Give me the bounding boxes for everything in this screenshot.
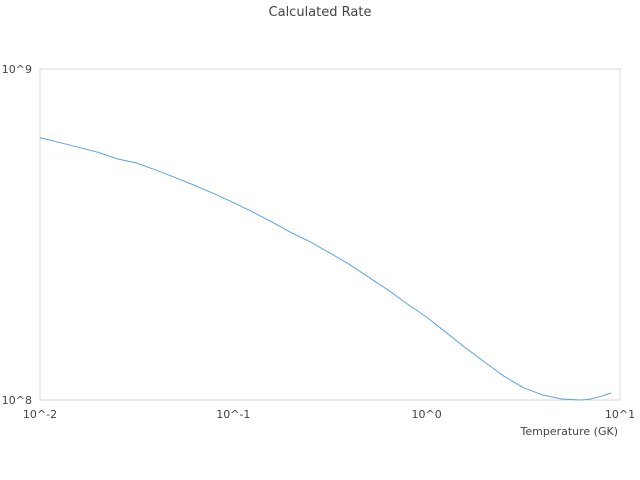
- x-tick-label: 10^-2: [23, 408, 57, 421]
- x-tick-label: 10^0: [412, 408, 442, 421]
- y-tick-label: 10^9: [2, 63, 32, 76]
- x-tick-label: 10^1: [605, 408, 635, 421]
- x-axis-ticks: 10^-2 10^-1 10^0 10^1: [23, 408, 635, 421]
- y-tick-label: 10^8: [2, 394, 32, 407]
- chart-title: Calculated Rate: [269, 5, 372, 20]
- y-axis-ticks: 10^8 10^9: [2, 63, 32, 407]
- series-line: [39, 137, 612, 401]
- x-axis-title: Temperature (GK): [520, 425, 619, 438]
- plot-frame: [39, 68, 621, 401]
- x-tick-label: 10^-1: [216, 408, 250, 421]
